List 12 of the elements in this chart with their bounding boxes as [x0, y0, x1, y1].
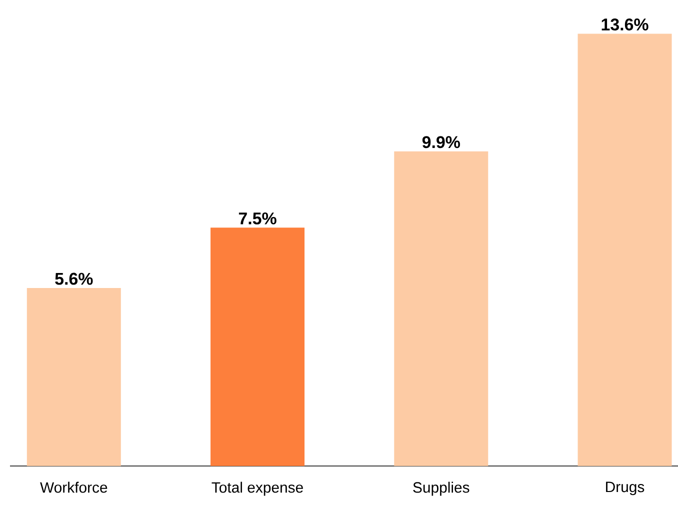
- x-tick-label: Supplies: [413, 482, 470, 496]
- data-label: 5.6%: [55, 272, 93, 285]
- data-label: 9.9%: [422, 136, 460, 148]
- bar: [394, 151, 488, 466]
- bar: [26, 288, 121, 466]
- x-tick-label: Total expense: [212, 482, 303, 496]
- x-tick-label: Workforce: [40, 482, 108, 493]
- bar: [578, 34, 672, 466]
- data-label: 7.5%: [238, 212, 276, 224]
- data-label: 13.6%: [602, 18, 648, 31]
- bar: [210, 228, 305, 466]
- x-tick-label: Drugs: [606, 482, 644, 496]
